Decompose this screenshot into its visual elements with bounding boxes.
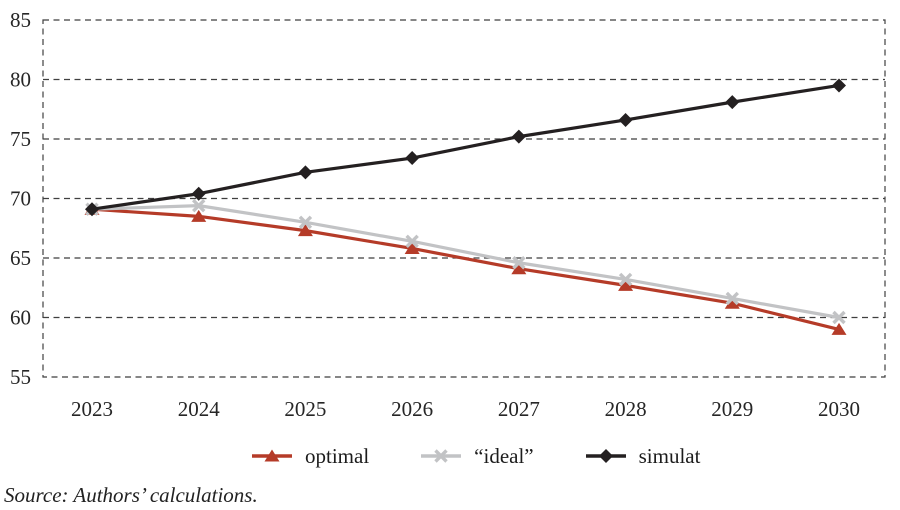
triangle-marker-icon <box>404 241 420 254</box>
x-tick-label: 2023 <box>71 397 113 421</box>
series-line-x <box>91 204 840 320</box>
line-chart: 55 60 65 70 75 80 85 2023 2024 2025 2026 2027 2028 20… <box>10 8 886 421</box>
diamond-marker-icon <box>405 151 420 166</box>
plot-border <box>42 19 886 378</box>
legend-item-simulat: simulat <box>584 441 701 471</box>
legend-item-optimal: optimal <box>250 441 369 471</box>
diamond-marker-icon <box>598 449 613 463</box>
x-marker-icon <box>298 215 313 230</box>
y-tick-label: 80 <box>10 68 31 92</box>
triangle-marker-icon <box>618 278 634 291</box>
x-tick-label: 2027 <box>498 397 540 421</box>
source-note: Source: Authors’ calculations. <box>4 483 258 507</box>
x-tick-label: 2028 <box>605 397 647 421</box>
x-marker-icon <box>832 310 846 325</box>
y-tick-label: 65 <box>10 246 31 270</box>
y-tick-label: 60 <box>10 306 31 330</box>
x-marker-icon <box>512 256 526 270</box>
diamond-marker-icon <box>85 202 99 217</box>
triangle-marker-icon <box>264 449 280 462</box>
x-marker-icon <box>405 234 419 249</box>
chart-legend: optimal “ideal” simulat <box>250 441 700 471</box>
x-tick-label: 2025 <box>284 397 326 421</box>
triangle-marker-icon <box>724 296 740 309</box>
triangle-marker-icon <box>191 209 207 222</box>
legend-item-ideal: “ideal” <box>419 441 534 471</box>
y-tick-label: 75 <box>10 127 31 151</box>
diamond-marker-icon <box>191 186 206 201</box>
series-line-triangle <box>91 207 840 331</box>
triangle-marker-icon <box>297 224 313 237</box>
triangle-marker-icon <box>252 449 292 462</box>
diamond-marker-icon <box>832 78 846 93</box>
diamond-marker-icon <box>725 95 740 110</box>
diamond-marker-icon <box>511 129 526 144</box>
diamond-marker-icon <box>585 449 626 463</box>
legend-label-simulat: simulat <box>638 443 701 468</box>
legend-label-optimal: optimal <box>305 443 370 468</box>
x-marker-icon <box>434 449 448 463</box>
x-tick-label: 2029 <box>711 397 753 421</box>
x-tick-label: 2026 <box>391 397 433 421</box>
diamond-marker-icon <box>618 112 633 127</box>
triangle-marker-icon <box>831 322 847 335</box>
legend-label-ideal: “ideal” <box>474 443 534 468</box>
y-tick-label: 55 <box>10 365 31 389</box>
x-marker-icon <box>725 291 739 306</box>
series-line-diamond <box>91 83 840 211</box>
y-tick-label: 70 <box>10 187 31 211</box>
x-marker-icon <box>618 272 633 287</box>
diamond-marker-icon <box>298 165 313 180</box>
x-marker-icon <box>192 198 206 213</box>
x-marker-icon <box>421 449 462 463</box>
triangle-marker-icon <box>511 262 527 275</box>
x-tick-label: 2030 <box>818 397 860 421</box>
x-tick-label: 2024 <box>178 397 221 421</box>
y-tick-label: 85 <box>10 8 31 32</box>
